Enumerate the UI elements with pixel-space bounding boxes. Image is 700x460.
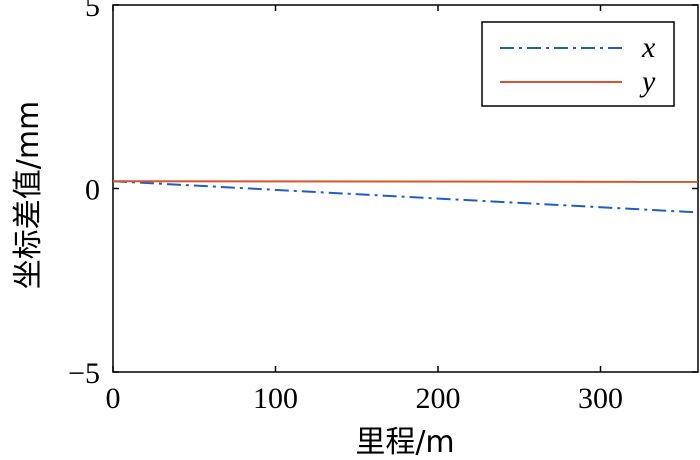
legend: x y xyxy=(481,21,675,107)
legend-label-y: y xyxy=(639,65,656,98)
y-tick-label: 0 xyxy=(85,174,100,207)
legend-box xyxy=(481,21,675,107)
series-line-x xyxy=(112,180,699,214)
series-line-y xyxy=(112,180,699,183)
legend-label-x: x xyxy=(641,31,656,64)
y-axis-label: 坐标差值/mm xyxy=(11,101,46,290)
y-axis-ticks: −5 0 5 xyxy=(68,0,698,390)
x-tick-label: 0 xyxy=(106,382,121,415)
x-axis-ticks: 0 100 200 300 xyxy=(106,5,623,415)
x-tick-label: 200 xyxy=(416,382,461,415)
y-tick-label: −5 xyxy=(68,357,100,390)
x-axis-label: 里程/m xyxy=(355,425,454,460)
y-tick-label: 5 xyxy=(85,0,100,23)
x-tick-label: 100 xyxy=(253,382,298,415)
x-tick-label: 300 xyxy=(578,382,623,415)
